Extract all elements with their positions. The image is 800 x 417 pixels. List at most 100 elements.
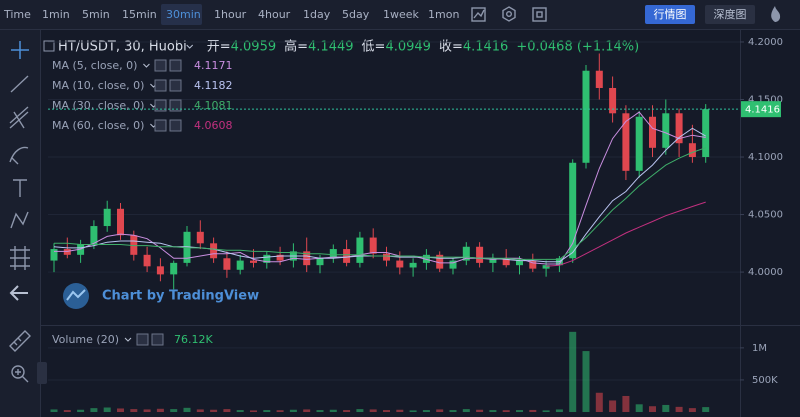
volume-bar <box>117 408 124 412</box>
collapse-icon <box>43 40 55 52</box>
candle-body <box>622 113 630 171</box>
view-button[interactable]: 深度图 <box>714 7 747 21</box>
candle-body <box>156 266 164 275</box>
volume-bar <box>303 409 311 412</box>
candle-body <box>143 254 151 267</box>
volume-bar <box>502 410 510 412</box>
fib-tool[interactable] <box>9 106 29 129</box>
volume-bar <box>635 404 643 412</box>
volume-bar <box>675 406 683 412</box>
volume-bar <box>622 395 630 412</box>
candle-body <box>529 260 537 269</box>
candle-body <box>103 208 111 227</box>
zoom-tool-cross <box>15 369 29 383</box>
candle-body <box>303 251 311 266</box>
toolbar-icons[interactable] <box>471 6 781 22</box>
eye-icon <box>154 119 167 132</box>
measure-tool[interactable] <box>10 246 30 270</box>
y-tick-label: 4.0000 <box>748 267 783 278</box>
chart-title: HT/USDT, 30, Huobi <box>58 40 187 55</box>
dropdown-arrow <box>124 337 132 342</box>
candle-body <box>196 231 204 244</box>
eye-icon <box>136 333 149 346</box>
eye-icon <box>154 99 167 112</box>
interval-button[interactable]: 4hour <box>258 8 291 21</box>
indicator-name: MA (30, close, 0) <box>52 99 144 112</box>
last-price-box <box>741 101 781 118</box>
volume-last: 76.12K <box>174 333 213 346</box>
quote-change: +0.0468 (+1.14%) <box>516 40 639 55</box>
candle-body <box>502 258 510 266</box>
indicator-icon[interactable] <box>471 7 486 22</box>
candle-body <box>609 87 617 114</box>
volume-bar <box>569 331 577 412</box>
indicator-value: 4.1171 <box>194 59 233 72</box>
volume-title: Volume (20) <box>52 333 119 346</box>
candle-body <box>582 70 590 163</box>
text-tool[interactable] <box>13 179 27 197</box>
candle-body <box>449 260 457 269</box>
candle-body <box>117 208 124 236</box>
trendline-tool[interactable] <box>10 75 29 93</box>
candle-body <box>396 260 404 268</box>
candle-body <box>236 260 244 270</box>
volume-bar <box>263 410 271 412</box>
interval-button[interactable]: 5min <box>82 8 110 21</box>
interval-button[interactable]: 1hour <box>214 8 247 21</box>
candle-body <box>90 226 98 245</box>
candle-body <box>77 244 85 255</box>
brush-tool[interactable] <box>9 146 29 165</box>
pattern-tool[interactable] <box>10 211 29 229</box>
brand-icon[interactable] <box>771 6 781 22</box>
interval-button[interactable]: 30min <box>166 8 201 21</box>
volume-bar <box>343 410 351 412</box>
quote-label: 收= <box>439 40 463 55</box>
volume-bar <box>236 410 244 412</box>
close-icon <box>151 333 164 346</box>
volume-bar <box>436 409 444 412</box>
volume-bar <box>276 410 284 412</box>
zoom-tool[interactable] <box>11 365 25 379</box>
side-toolbar <box>0 30 40 417</box>
settings-icon[interactable] <box>502 6 516 22</box>
volume-bar <box>649 406 656 412</box>
collapse-button[interactable] <box>37 362 47 384</box>
interval-button[interactable]: 5day <box>342 8 370 21</box>
volume-bar <box>289 409 297 412</box>
view-button[interactable]: 行情图 <box>654 8 687 21</box>
candle-body <box>183 231 191 263</box>
candle-body <box>462 246 470 261</box>
view-button-bg[interactable] <box>645 5 695 24</box>
volume-bar <box>555 409 563 412</box>
interval-button[interactable]: 15min <box>122 8 157 21</box>
interval-button[interactable]: 1week <box>383 8 420 21</box>
quote-value: 4.0959 <box>231 40 277 55</box>
crosshair-tool[interactable] <box>11 41 29 59</box>
quote-value: 4.1416 <box>463 40 509 55</box>
volume-bar <box>356 409 364 412</box>
interval-button[interactable]: 1mon <box>428 8 459 21</box>
volume-bar <box>50 409 58 412</box>
indicator-name: MA (60, close, 0) <box>52 119 144 132</box>
ruler-tool[interactable] <box>9 330 31 352</box>
quote-label: 高= <box>284 39 308 55</box>
y-tick-label: 4.0500 <box>748 210 783 221</box>
candle-body <box>329 249 337 259</box>
interval-button[interactable]: 1min <box>42 8 70 21</box>
close-icon <box>169 99 182 112</box>
volume-bar <box>250 410 257 412</box>
volume-bar <box>63 410 71 412</box>
back-tool[interactable] <box>9 285 28 301</box>
view-button-bg[interactable] <box>705 5 755 24</box>
interval-button[interactable]: Time <box>3 8 31 21</box>
candle-body <box>516 260 523 266</box>
candle-body <box>436 254 444 269</box>
fullscreen-icon[interactable] <box>532 7 547 22</box>
volume-bar <box>516 410 523 412</box>
candle-body <box>343 249 351 263</box>
interval-button[interactable]: 1day <box>303 8 331 21</box>
candle-body <box>409 262 417 268</box>
quote-value: 4.0949 <box>385 40 431 55</box>
candle-body <box>50 249 58 261</box>
candle-body <box>276 254 284 261</box>
